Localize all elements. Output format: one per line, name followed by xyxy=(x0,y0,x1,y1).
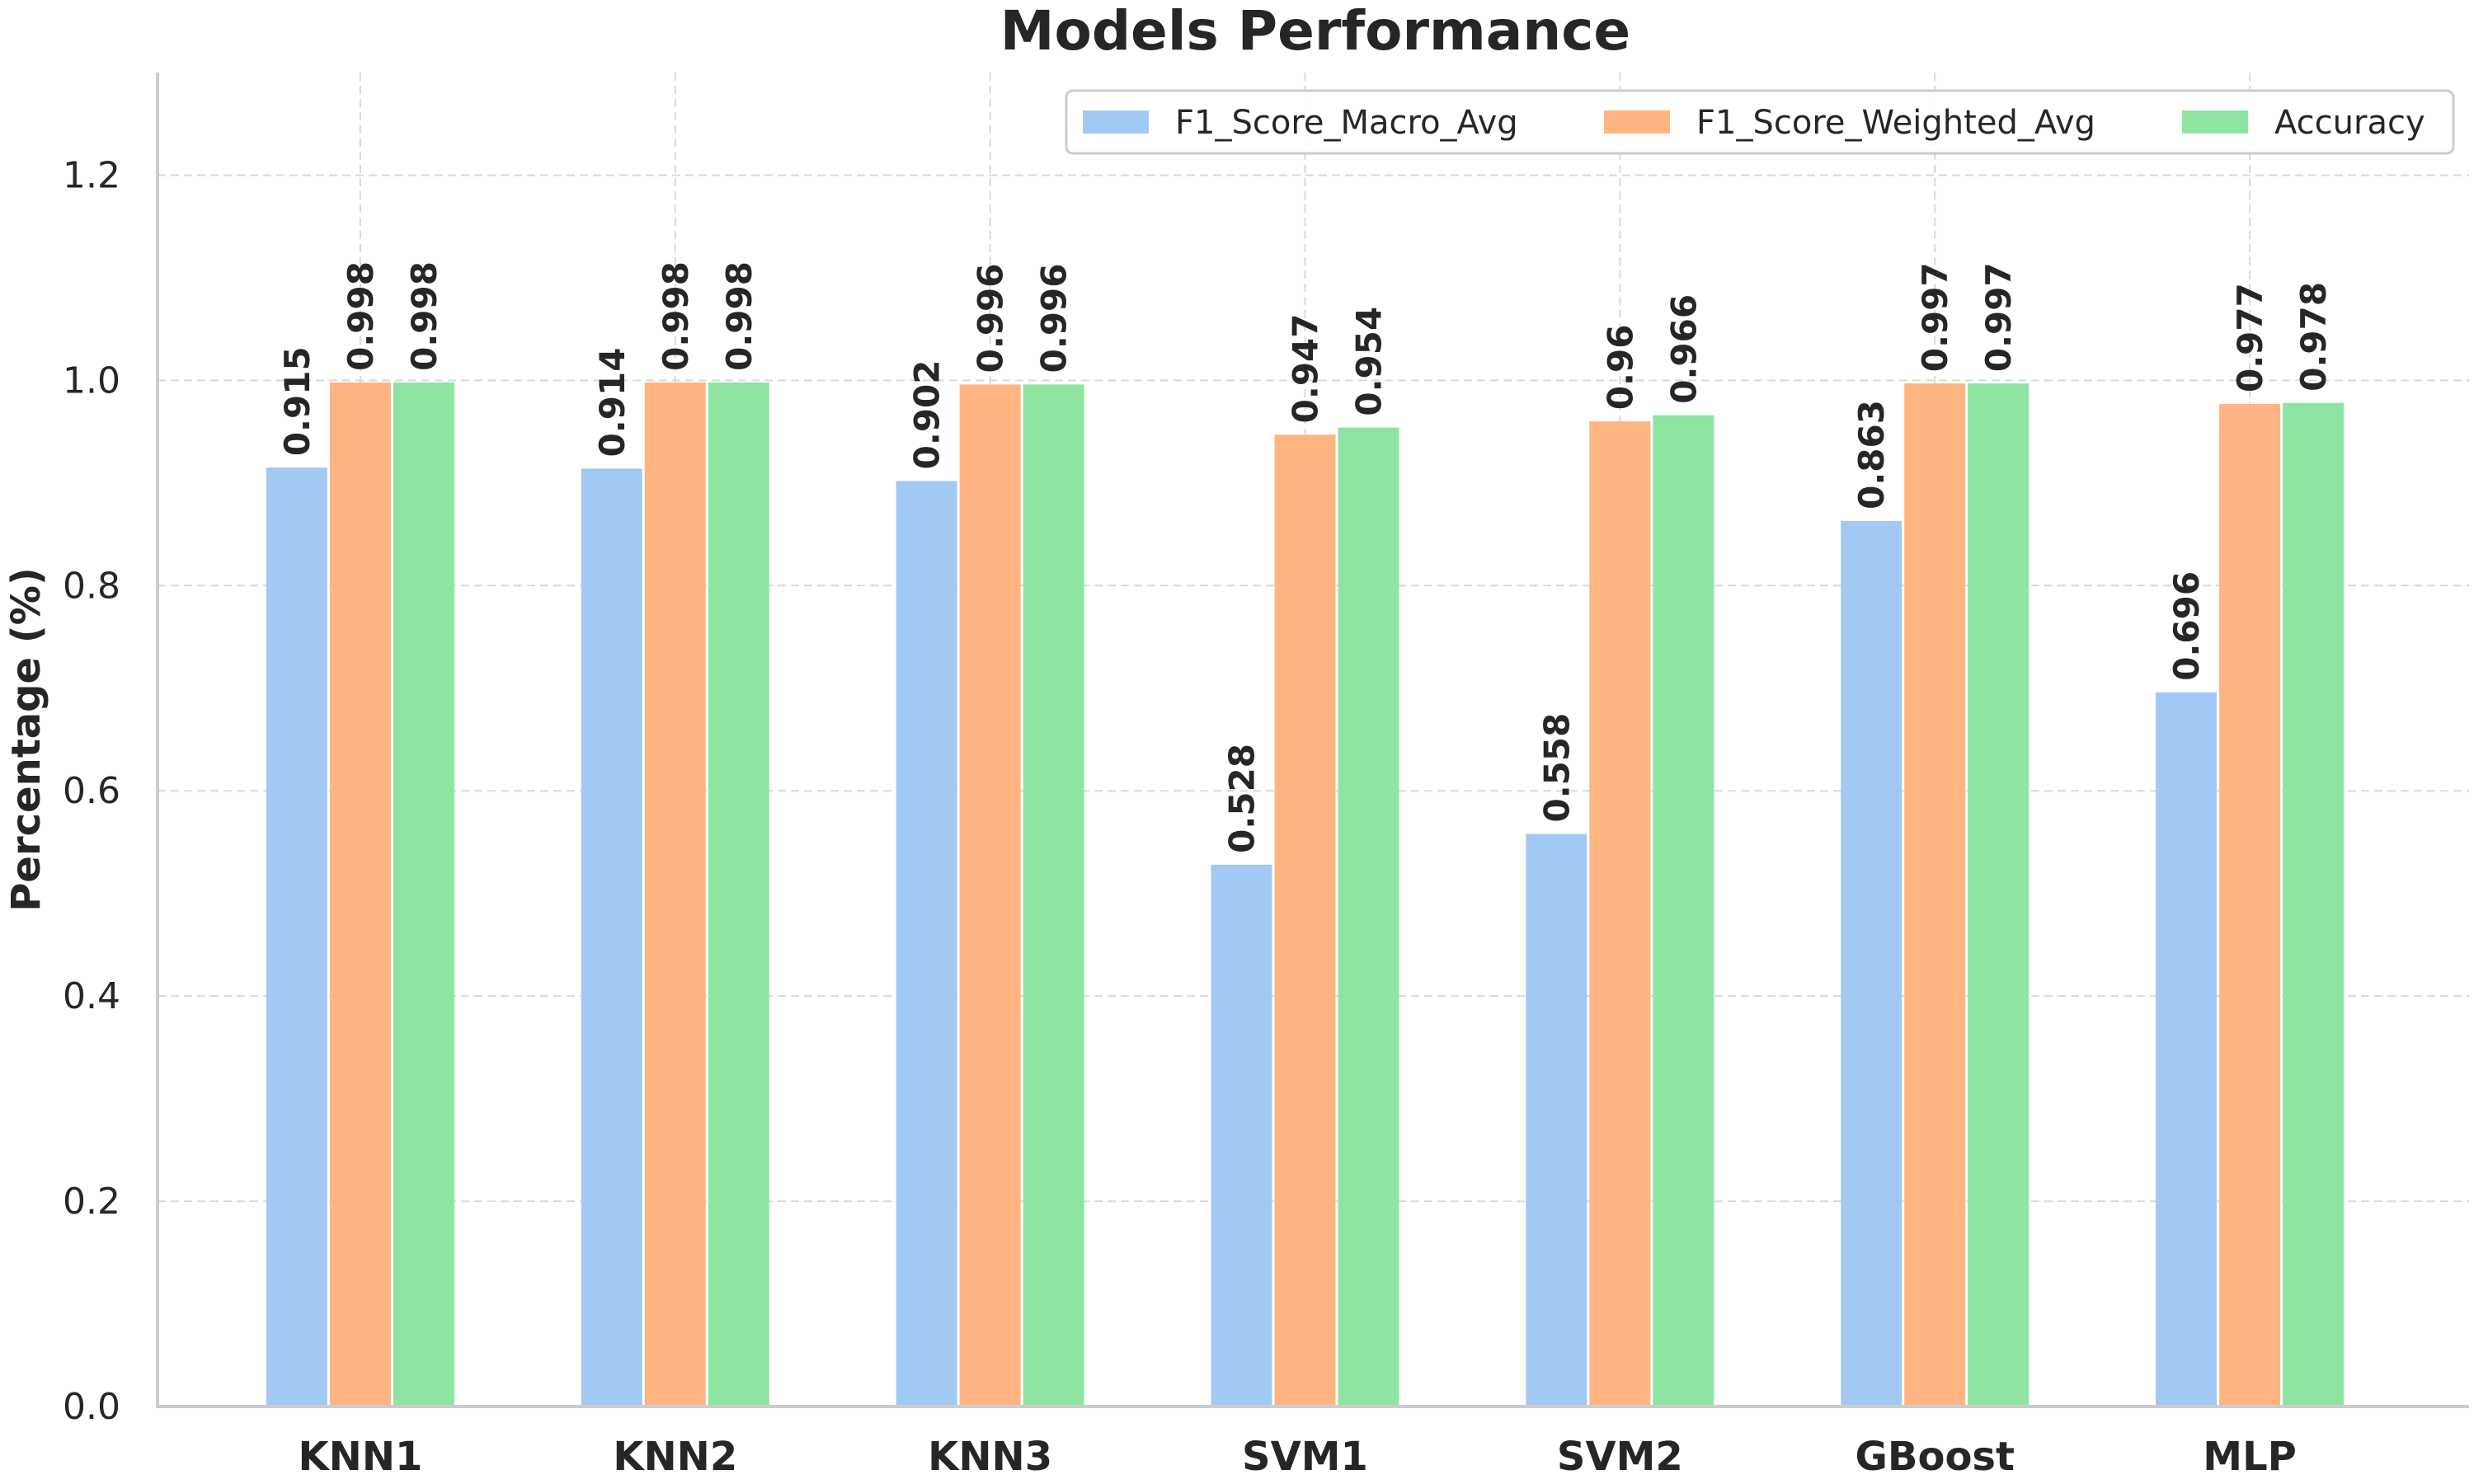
legend-swatch xyxy=(1604,110,1670,134)
x-tick-label: KNN3 xyxy=(928,1434,1052,1480)
x-tick-label: MLP xyxy=(2203,1434,2297,1480)
y-tick-label: 0.6 xyxy=(63,770,120,812)
x-tick-label: GBoost xyxy=(1855,1434,2014,1480)
bar xyxy=(1023,384,1084,1407)
legend-swatch xyxy=(1083,110,1149,134)
x-tick-labels: KNN1 KNN2 KNN3 SVM1 SVM2 GBoost MLP xyxy=(298,1434,2296,1480)
bar-value-label: 0.915 xyxy=(277,346,317,456)
bar xyxy=(581,468,642,1407)
bar xyxy=(1274,434,1336,1407)
bar-value-label: 0.998 xyxy=(341,261,381,371)
bar xyxy=(1338,427,1399,1407)
bar xyxy=(1904,383,1966,1407)
bar-value-label: 0.902 xyxy=(907,359,948,469)
bar xyxy=(644,382,706,1407)
y-tick-label: 0.2 xyxy=(63,1181,120,1223)
legend: F1_Score_Macro_Avg F1_Score_Weighted_Avg A… xyxy=(1065,89,2455,155)
x-tick-label: SVM2 xyxy=(1557,1434,1683,1480)
bar-value-label: 0.978 xyxy=(2293,282,2334,392)
x-tick-label: KNN1 xyxy=(298,1434,422,1480)
bar xyxy=(896,481,957,1407)
bar-value-label: 0.998 xyxy=(719,261,760,371)
bar-value-label: 0.863 xyxy=(1851,400,1892,510)
bar xyxy=(329,382,391,1407)
bar xyxy=(1653,415,1714,1407)
bar xyxy=(1841,520,1903,1407)
bar-value-label: 0.947 xyxy=(1286,313,1326,423)
bar xyxy=(2156,692,2218,1407)
bar-value-label: 0.996 xyxy=(971,264,1011,373)
bar xyxy=(1526,834,1587,1407)
bar xyxy=(2219,404,2281,1407)
bar-value-label: 0.966 xyxy=(1663,294,1704,404)
bar xyxy=(1968,383,2030,1407)
bar-value-label: 0.954 xyxy=(1349,307,1390,416)
legend-frame xyxy=(1065,89,2455,155)
bar-value-label: 0.998 xyxy=(404,261,444,371)
legend-swatch xyxy=(2182,110,2248,134)
bar xyxy=(1589,421,1651,1407)
y-tick-label: 1.0 xyxy=(63,359,120,402)
y-tick-label: 0.4 xyxy=(63,975,120,1017)
bar xyxy=(2283,402,2345,1407)
bar xyxy=(266,467,327,1407)
bar-value-label: 0.696 xyxy=(2166,571,2207,681)
bar xyxy=(1211,864,1272,1407)
bar xyxy=(708,382,769,1407)
bar-value-label: 0.558 xyxy=(1536,713,1577,823)
bar xyxy=(959,384,1021,1407)
bar-value-label: 0.997 xyxy=(1915,262,1955,372)
y-tick-label: 0.8 xyxy=(63,565,120,607)
legend-label: Accuracy xyxy=(2274,104,2425,142)
bar-value-label: 0.977 xyxy=(2230,283,2270,392)
legend-label: F1_Score_Macro_Avg xyxy=(1175,104,1518,142)
x-tick-label: KNN2 xyxy=(613,1434,737,1480)
bar-value-label: 0.914 xyxy=(592,348,633,458)
axes xyxy=(156,73,2469,1408)
x-tick-label: SVM1 xyxy=(1242,1434,1368,1480)
y-tick-labels: 0.0 0.2 0.4 0.6 0.8 1.0 1.2 xyxy=(63,154,120,1428)
y-axis-label: Percentage (%) xyxy=(3,567,49,912)
bar xyxy=(393,382,454,1407)
bars xyxy=(266,382,2345,1407)
bar-value-label: 0.998 xyxy=(656,261,696,371)
chart-title: Models Performance xyxy=(1000,0,1630,63)
bar-value-label: 0.96 xyxy=(1600,325,1640,411)
legend-label: F1_Score_Weighted_Avg xyxy=(1696,104,2095,142)
y-tick-label: 0.0 xyxy=(63,1386,120,1428)
bar-value-label: 0.997 xyxy=(1978,262,2019,372)
bar-value-label: 0.996 xyxy=(1034,264,1075,373)
value-labels: 0.915 0.998 0.998 0.914 0.998 0.998 0.902 0.996… xyxy=(277,261,2334,853)
y-tick-label: 1.2 xyxy=(63,154,120,196)
bar-value-label: 0.528 xyxy=(1222,744,1263,853)
